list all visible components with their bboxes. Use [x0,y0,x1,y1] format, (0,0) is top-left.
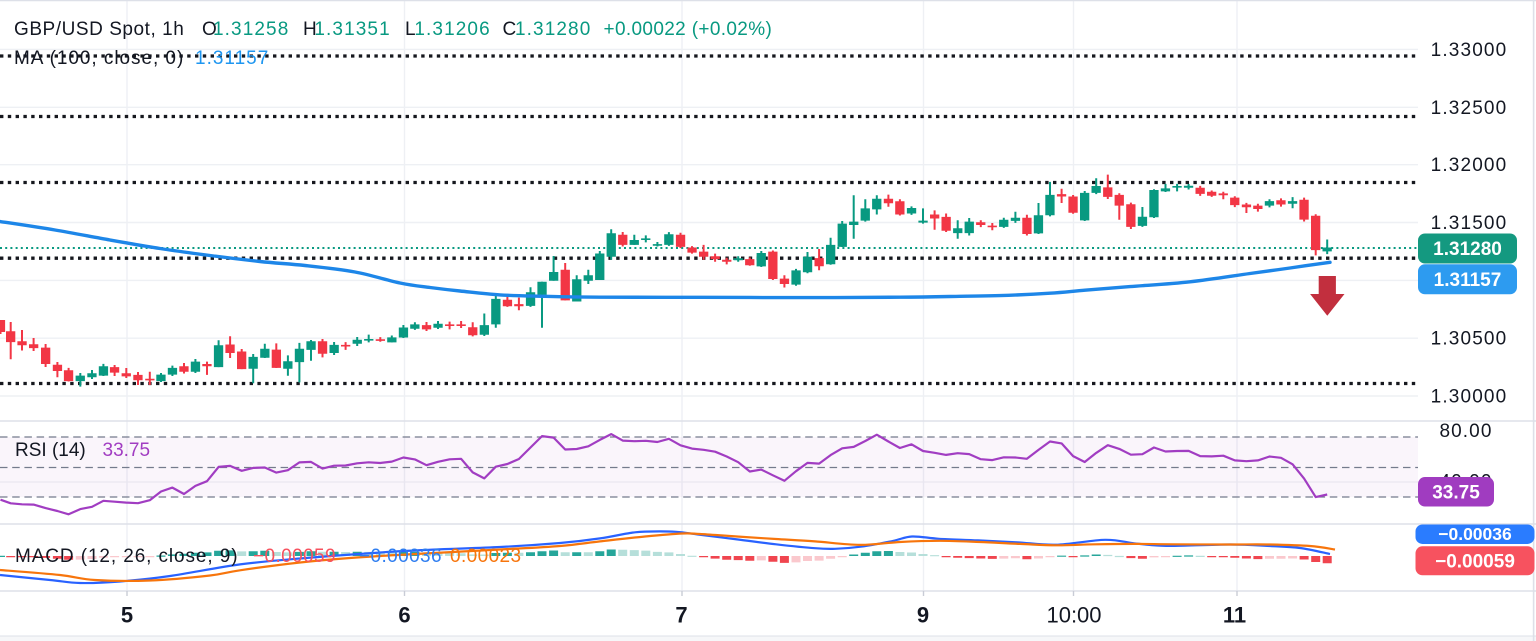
svg-text:10:00: 10:00 [1046,603,1101,628]
svg-text:1.31206: 1.31206 [414,19,490,40]
svg-text:11: 11 [1223,603,1246,628]
svg-text:GBP/USD Spot, 1h: GBP/USD Spot, 1h [14,19,184,40]
svg-text:−0.00059: −0.00059 [253,546,336,567]
svg-text:5: 5 [121,603,133,628]
svg-text:1.31500: 1.31500 [1431,213,1508,234]
svg-text:33.75: 33.75 [103,440,151,461]
svg-text:−0.00059: −0.00059 [1435,551,1515,572]
svg-text:H: H [303,19,317,40]
svg-text:1.33000: 1.33000 [1431,40,1508,61]
svg-text:1.32500: 1.32500 [1431,98,1508,119]
svg-text:1.31351: 1.31351 [314,19,390,40]
svg-text:+0.00022 (+0.02%): +0.00022 (+0.02%) [604,19,773,40]
svg-text:C: C [503,19,517,40]
svg-text:1.30000: 1.30000 [1431,387,1508,408]
svg-text:−0.00036: −0.00036 [359,546,442,567]
svg-text:7: 7 [675,603,687,628]
svg-text:RSI (14): RSI (14) [15,440,86,461]
svg-text:MACD (12, 26, close, 9): MACD (12, 26, close, 9) [15,546,238,567]
svg-text:1.31280: 1.31280 [1433,239,1502,260]
svg-text:1.32000: 1.32000 [1431,155,1508,176]
svg-text:MA (100, close, 0): MA (100, close, 0) [14,48,184,69]
svg-text:6: 6 [398,603,410,628]
svg-text:0.00023: 0.00023 [450,546,521,567]
svg-text:1.30500: 1.30500 [1431,329,1508,350]
svg-text:O: O [202,19,217,40]
svg-text:33.75: 33.75 [1432,482,1480,503]
svg-text:1.31258: 1.31258 [213,19,289,40]
svg-text:1.31157: 1.31157 [1434,270,1502,291]
svg-text:1.31280: 1.31280 [515,19,591,40]
svg-text:L: L [405,19,416,40]
svg-text:9: 9 [917,603,929,628]
svg-text:1.31157: 1.31157 [195,48,269,69]
svg-text:−0.00036: −0.00036 [1438,524,1512,544]
svg-text:80.00: 80.00 [1439,421,1492,442]
